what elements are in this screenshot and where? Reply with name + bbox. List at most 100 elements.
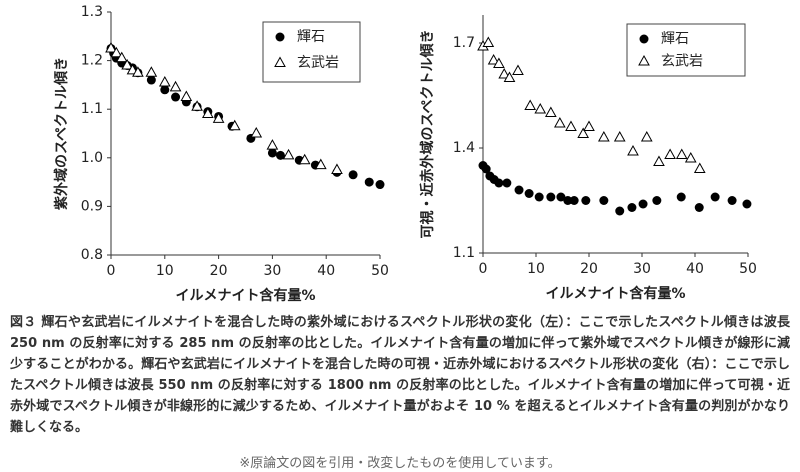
- x-axis-title: イルメナイト含有量%: [545, 285, 685, 302]
- y-tick-label: 1.0: [81, 150, 103, 166]
- point: [577, 127, 590, 138]
- point: [298, 153, 311, 165]
- point: [160, 85, 170, 95]
- point: [554, 116, 566, 128]
- point: [544, 106, 557, 117]
- point: [512, 64, 524, 75]
- x-tick-label: 0: [479, 261, 488, 277]
- point: [675, 148, 688, 159]
- x-tick-label: 10: [527, 261, 545, 277]
- point: [727, 196, 737, 205]
- point: [583, 120, 595, 131]
- legend-marker: [639, 34, 649, 44]
- point: [481, 164, 491, 174]
- point: [565, 120, 577, 131]
- point: [487, 53, 500, 65]
- x-tick-label: 50: [371, 263, 389, 279]
- y-tick-label: 0.9: [81, 198, 103, 214]
- point: [524, 99, 537, 110]
- point: [563, 196, 573, 205]
- point: [514, 185, 524, 195]
- x-tick-label: 40: [317, 263, 335, 279]
- legend-label: 玄武岩: [661, 53, 703, 70]
- point: [569, 196, 579, 205]
- point: [664, 148, 676, 159]
- point: [482, 36, 495, 47]
- y-tick-label: 1.7: [453, 35, 475, 51]
- legend-box: [262, 21, 361, 83]
- point: [534, 192, 544, 202]
- charts: 0.8 0.9 1.0 1.1 1.2 1.3 0 10 20 30 40 50 イルメナイト含有量% 紫…: [53, 4, 757, 304]
- legend-marker: [638, 55, 650, 66]
- note: ※原論文の図を引用・改変したものを使用しています。: [239, 456, 561, 471]
- y-tick-label: 1.1: [81, 101, 103, 117]
- point: [348, 170, 358, 180]
- point: [250, 126, 263, 138]
- point: [524, 189, 534, 198]
- y-tick-label: 1.1: [453, 245, 475, 261]
- y-tick-label: 1.3: [81, 4, 103, 20]
- point: [546, 192, 556, 202]
- point: [494, 178, 504, 188]
- x-tick-label: 50: [739, 261, 757, 277]
- x-tick-label: 30: [263, 263, 281, 279]
- x-tick-label: 40: [686, 261, 704, 277]
- point: [694, 203, 704, 212]
- legend-label: 輝石: [297, 29, 325, 45]
- point: [158, 75, 171, 87]
- point: [599, 196, 609, 205]
- y-tick-label: 1.2: [81, 53, 103, 69]
- point: [314, 158, 327, 170]
- point: [581, 196, 591, 205]
- point: [676, 192, 686, 202]
- point: [201, 107, 214, 119]
- point: [638, 199, 648, 209]
- caption: 図３ 輝石や玄武岩にイルメナイトを混合した時の紫外域におけるスペクトル形状の変化…: [10, 315, 790, 435]
- point: [684, 151, 697, 163]
- point: [627, 144, 639, 156]
- point: [534, 102, 547, 114]
- point: [121, 58, 133, 70]
- point: [331, 163, 343, 174]
- x-tick-label: 20: [210, 263, 228, 279]
- legend-marker: [274, 56, 286, 67]
- point: [171, 92, 181, 102]
- point: [742, 199, 752, 209]
- point: [132, 66, 144, 77]
- legend-label: 玄武岩: [297, 54, 339, 71]
- point: [146, 75, 156, 85]
- legend-label: 輝石: [661, 31, 689, 47]
- point: [282, 148, 295, 160]
- point: [275, 150, 285, 160]
- y-tick-label: 0.8: [81, 247, 103, 263]
- legend-marker: [275, 32, 285, 42]
- point: [613, 130, 626, 142]
- point: [267, 148, 277, 158]
- legend-box: [626, 23, 746, 77]
- point: [556, 192, 566, 202]
- point: [375, 180, 385, 190]
- point: [653, 155, 665, 166]
- point: [498, 67, 511, 79]
- point: [640, 130, 653, 142]
- point: [169, 80, 182, 92]
- x-tick-label: 10: [156, 263, 174, 279]
- point: [364, 177, 374, 187]
- point: [502, 178, 512, 188]
- x-tick-label: 30: [633, 261, 651, 277]
- x-tick-label: 0: [107, 263, 116, 279]
- point: [615, 206, 625, 216]
- x-tick-label: 20: [580, 261, 598, 277]
- point: [266, 139, 279, 150]
- point: [180, 90, 193, 102]
- y-tick-label: 1.4: [453, 140, 475, 156]
- x-axis-title: イルメナイト含有量%: [175, 287, 315, 304]
- point: [493, 57, 505, 68]
- point: [145, 66, 158, 77]
- point: [693, 162, 706, 173]
- point: [191, 100, 203, 111]
- point: [597, 130, 610, 142]
- y-axis-title: 紫外域のスペクトル傾き: [53, 57, 70, 210]
- point: [652, 196, 662, 205]
